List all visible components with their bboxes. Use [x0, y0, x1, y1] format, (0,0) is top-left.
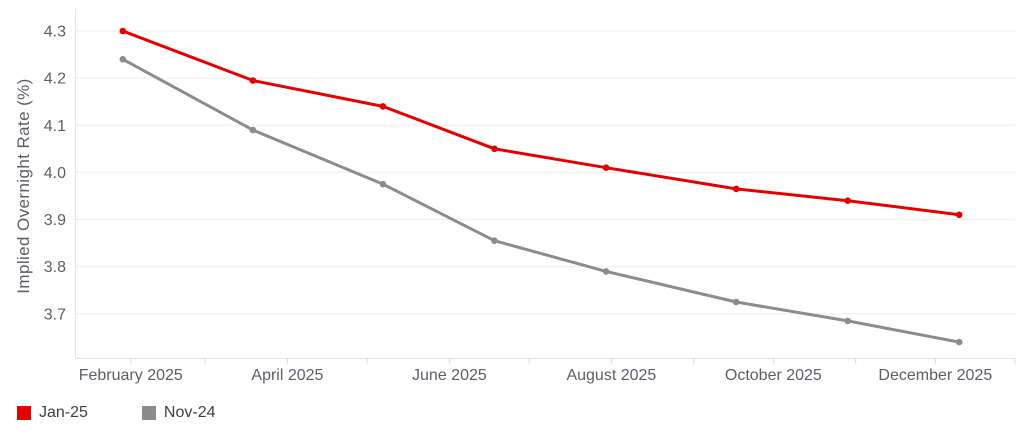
y-tick-label: 4.2: [44, 71, 66, 88]
legend: Jan-25 Nov-24: [17, 404, 216, 422]
x-tick-label: April 2025: [251, 367, 323, 384]
data-point-marker-jan-25[interactable]: [249, 77, 257, 84]
data-point-marker-jan-25[interactable]: [119, 27, 127, 35]
legend-swatch-gray-icon: [141, 406, 156, 420]
x-tick-label: June 2025: [412, 367, 487, 384]
y-tick-label: 3.8: [44, 259, 66, 276]
data-point-marker-nov-24[interactable]: [249, 126, 257, 134]
data-point-marker-jan-25[interactable]: [844, 197, 851, 204]
data-point-marker-nov-24[interactable]: [379, 180, 387, 188]
x-tick-label: August 2025: [566, 367, 656, 384]
y-tick-label: 4.0: [44, 165, 66, 182]
y-axis-title: Implied Overnight Rate (%): [14, 78, 33, 294]
data-point-marker-jan-25[interactable]: [602, 164, 610, 171]
x-tick-label: October 2025: [725, 367, 822, 384]
data-point-marker-jan-25[interactable]: [732, 185, 740, 193]
data-point-marker-jan-25[interactable]: [379, 103, 387, 110]
data-point-marker-nov-24[interactable]: [602, 268, 610, 275]
data-point-marker-jan-25[interactable]: [491, 145, 498, 153]
legend-label: Jan-25: [39, 404, 88, 421]
series-line-jan-25: [121, 29, 961, 217]
x-tick-label: February 2025: [79, 367, 183, 384]
data-point-marker-nov-24[interactable]: [955, 338, 963, 346]
legend-swatch-red-icon: [17, 406, 31, 420]
legend-item-jan-25[interactable]: Jan-25: [17, 404, 88, 422]
data-point-marker-nov-24[interactable]: [119, 56, 127, 63]
data-point-marker-nov-24[interactable]: [491, 237, 498, 244]
data-point-marker-jan-25[interactable]: [955, 211, 963, 219]
y-tick-label: 3.9: [44, 212, 66, 229]
y-tick-label: 3.7: [44, 306, 66, 323]
y-tick-label: 4.1: [44, 118, 66, 135]
series-line-nov-24: [121, 57, 961, 344]
data-point-marker-nov-24[interactable]: [844, 317, 851, 325]
legend-label: Nov-24: [163, 404, 216, 421]
y-tick-label: 4.3: [44, 24, 66, 41]
data-point-marker-nov-24[interactable]: [732, 298, 740, 306]
x-tick-label: December 2025: [878, 367, 992, 384]
legend-item-nov-24[interactable]: Nov-24: [141, 404, 216, 422]
